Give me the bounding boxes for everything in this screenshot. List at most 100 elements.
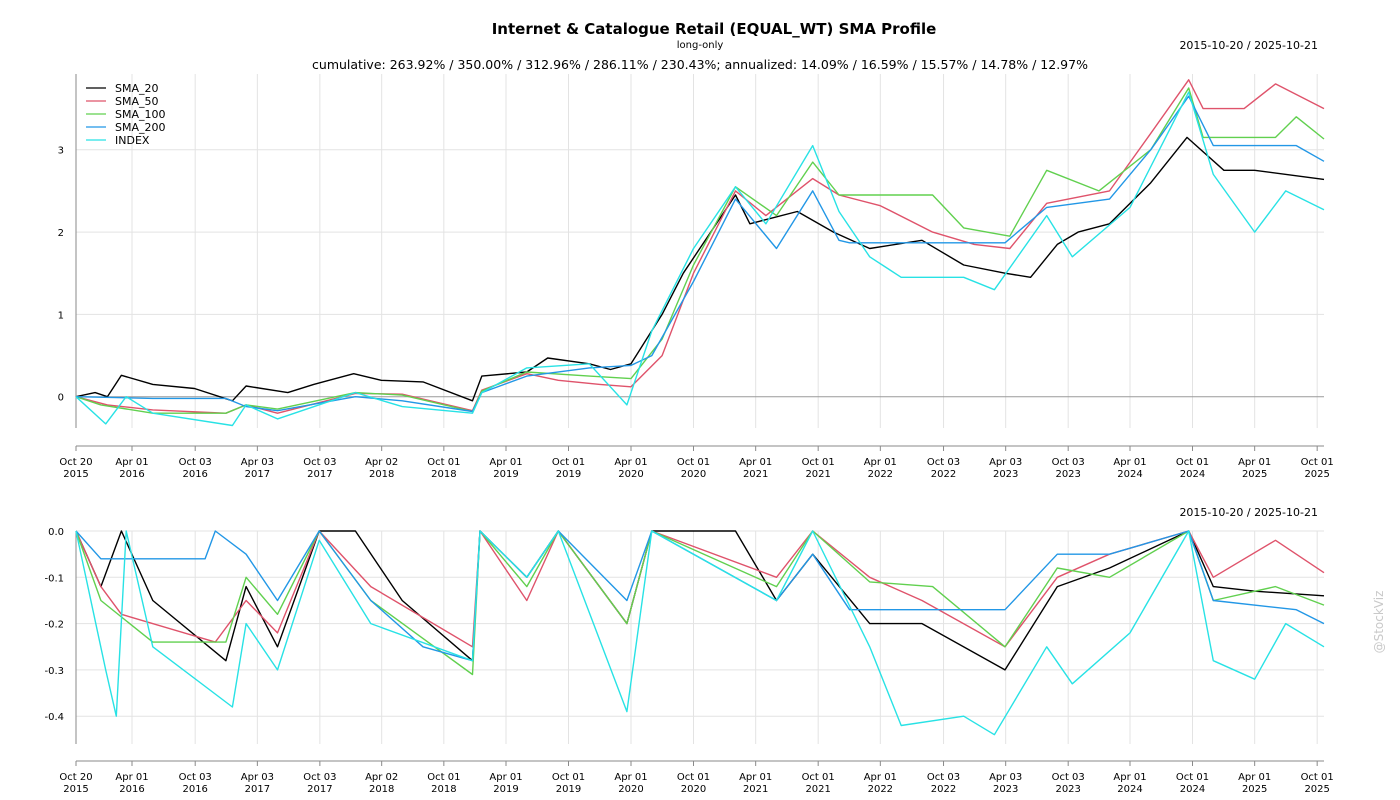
cumulative-xtick-label-7: Apr 01 2019 (489, 457, 522, 480)
drawdown-xtick-label-4: Oct 03 2017 (303, 772, 336, 795)
drawdown-xtick-label-3: Apr 03 2017 (241, 772, 274, 795)
drawdown-ytick-label-0: 0.0 (48, 527, 64, 538)
cumulative-xtick-label-6-line-0: Oct 01 (427, 457, 460, 468)
cumulative-xtick-label-16-line-1: 2023 (1055, 469, 1080, 480)
cumulative-xtick-label-9-line-0: Apr 01 (614, 457, 647, 468)
drawdown-xtick-label-14-line-0: Oct 03 (927, 772, 960, 783)
cumulative-xtick-label-6-line-1: 2018 (431, 469, 456, 480)
drawdown-series-sma-50 (75, 530, 1325, 648)
cumulative-xtick-label-20: Oct 01 2025 (1301, 457, 1334, 480)
drawdown-xtick-label-11: Apr 01 2021 (739, 772, 772, 795)
cumulative-xtick-label-9: Apr 01 2020 (614, 457, 647, 480)
cumulative-xtick-label-11-line-0: Apr 01 (739, 457, 772, 468)
cumulative-xtick-label-10-line-0: Oct 01 (677, 457, 710, 468)
drawdown-xtick-label-18-line-1: 2024 (1180, 784, 1205, 795)
legend-label-sma-20: SMA_20 (115, 82, 159, 95)
drawdown-xtick-label-8-line-0: Oct 01 (552, 772, 585, 783)
cumulative-xtick-label-5-line-1: 2018 (369, 469, 394, 480)
drawdown-xtick-label-0-line-0: Oct 20 (59, 772, 92, 783)
drawdown-series-index (75, 530, 1325, 736)
drawdown-xtick-label-7-line-1: 2019 (493, 784, 518, 795)
drawdown-xtick-label-20-line-0: Oct 01 (1301, 772, 1334, 783)
drawdown-xtick-label-18-line-0: Oct 01 (1176, 772, 1209, 783)
drawdown-xtick-label-0: Oct 20 2015 (59, 772, 92, 795)
cumulative-series-sma-20 (75, 136, 1325, 402)
cumulative-series-sma-50 (75, 79, 1325, 414)
legend-label-sma-200: SMA_200 (115, 121, 166, 134)
cumulative-xtick-label-0-line-0: Oct 20 (59, 457, 92, 468)
cumulative-xtick-label-14-line-1: 2022 (931, 469, 956, 480)
cumulative-xtick-label-12-line-1: 2021 (805, 469, 830, 480)
drawdown-xtick-label-17-line-1: 2024 (1117, 784, 1142, 795)
drawdown-xtick-label-3-line-0: Apr 03 (241, 772, 274, 783)
drawdown-xtick-label-6: Oct 01 2018 (427, 772, 460, 795)
cumulative-xtick-label-5: Apr 02 2018 (365, 457, 398, 480)
drawdown-xtick-label-0-line-1: 2015 (63, 784, 88, 795)
drawdown-xtick-label-5-line-0: Apr 02 (365, 772, 398, 783)
drawdown-xtick-label-15: Apr 03 2023 (989, 772, 1022, 795)
drawdown-xtick-label-12-line-1: 2021 (805, 784, 830, 795)
drawdown-xtick-label-10-line-0: Oct 01 (677, 772, 710, 783)
cumulative-xtick-label-8: Oct 01 2019 (552, 457, 585, 480)
drawdown-xtick-label-1-line-0: Apr 01 (115, 772, 148, 783)
drawdown-xtick-label-15-line-1: 2023 (993, 784, 1018, 795)
cumulative-xtick-label-2-line-1: 2016 (182, 469, 207, 480)
drawdown-xtick-label-4-line-1: 2017 (307, 784, 332, 795)
cumulative-xtick-label-2-line-0: Oct 03 (179, 457, 212, 468)
chart-subtitle: long-only (677, 40, 724, 51)
drawdown-xtick-label-16: Oct 03 2023 (1052, 772, 1085, 795)
cumulative-xtick-label-4: Oct 03 2017 (303, 457, 336, 480)
cumulative-xtick-label-8-line-1: 2019 (556, 469, 581, 480)
cumulative-xtick-label-20-line-1: 2025 (1304, 469, 1329, 480)
drawdown-xtick-label-16-line-0: Oct 03 (1052, 772, 1085, 783)
drawdown-xtick-label-7: Apr 01 2019 (489, 772, 522, 795)
cumulative-xtick-label-12: Oct 01 2021 (802, 457, 835, 480)
cumulative-xtick-label-1: Apr 01 2016 (115, 457, 148, 480)
drawdown-xtick-label-11-line-1: 2021 (743, 784, 768, 795)
cumulative-xtick-label-11-line-1: 2021 (743, 469, 768, 480)
drawdown-xtick-label-2: Oct 03 2016 (179, 772, 212, 795)
drawdown-series-sma-200 (75, 530, 1325, 662)
cumulative-xtick-label-10-line-1: 2020 (681, 469, 706, 480)
cumulative-xtick-label-4-line-0: Oct 03 (303, 457, 336, 468)
legend-label-sma-50: SMA_50 (115, 95, 159, 108)
drawdown-series-sma-100 (75, 530, 1325, 676)
legend-label-index: INDEX (115, 134, 150, 147)
cumulative-xtick-label-16-line-0: Oct 03 (1052, 457, 1085, 468)
cumulative-xtick-label-10: Oct 01 2020 (677, 457, 710, 480)
drawdown-xtick-label-5-line-1: 2018 (369, 784, 394, 795)
cumulative-xtick-label-8-line-0: Oct 01 (552, 457, 585, 468)
cumulative-xtick-label-19-line-1: 2025 (1242, 469, 1267, 480)
drawdown-xtick-label-11-line-0: Apr 01 (739, 772, 772, 783)
cumulative-xtick-label-4-line-1: 2017 (307, 469, 332, 480)
cumulative-xtick-label-13-line-0: Apr 01 (864, 457, 897, 468)
drawdown-xtick-label-16-line-1: 2023 (1055, 784, 1080, 795)
drawdown-xtick-label-2-line-0: Oct 03 (179, 772, 212, 783)
drawdown-xtick-label-8: Oct 01 2019 (552, 772, 585, 795)
cumulative-xtick-label-17-line-1: 2024 (1117, 469, 1142, 480)
drawdown-xtick-label-7-line-0: Apr 01 (489, 772, 522, 783)
drawdown-xtick-label-9: Apr 01 2020 (614, 772, 647, 795)
cumulative-ytick-label-1: 1 (58, 310, 64, 321)
cumulative-xtick-label-0: Oct 20 2015 (59, 457, 92, 480)
cumulative-xtick-label-19-line-0: Apr 01 (1238, 457, 1271, 468)
cumulative-xtick-label-17-line-0: Apr 01 (1113, 457, 1146, 468)
drawdown-xtick-label-8-line-1: 2019 (556, 784, 581, 795)
cumulative-stats: cumulative: 263.92% / 350.00% / 312.96% … (312, 57, 1088, 72)
cumulative-ytick-label-3: 3 (58, 146, 64, 157)
drawdown-xtick-label-6-line-0: Oct 01 (427, 772, 460, 783)
drawdown-xtick-label-1: Apr 01 2016 (115, 772, 148, 795)
drawdown-xtick-label-19-line-0: Apr 01 (1238, 772, 1271, 783)
cumulative-xtick-label-14-line-0: Oct 03 (927, 457, 960, 468)
drawdown-xtick-label-1-line-1: 2016 (119, 784, 144, 795)
cumulative-xtick-label-17: Apr 01 2024 (1113, 457, 1146, 480)
cumulative-xtick-label-1-line-0: Apr 01 (115, 457, 148, 468)
drawdown-ytick-label-4: -0.4 (44, 712, 64, 723)
drawdown-ytick-label-3: -0.3 (44, 666, 64, 677)
bottom-date-range: 2015-10-20 / 2025-10-21 (1179, 506, 1318, 519)
drawdown-xtick-label-5: Apr 02 2018 (365, 772, 398, 795)
cumulative-xtick-label-15-line-0: Apr 03 (989, 457, 1022, 468)
cumulative-xtick-label-7-line-1: 2019 (493, 469, 518, 480)
